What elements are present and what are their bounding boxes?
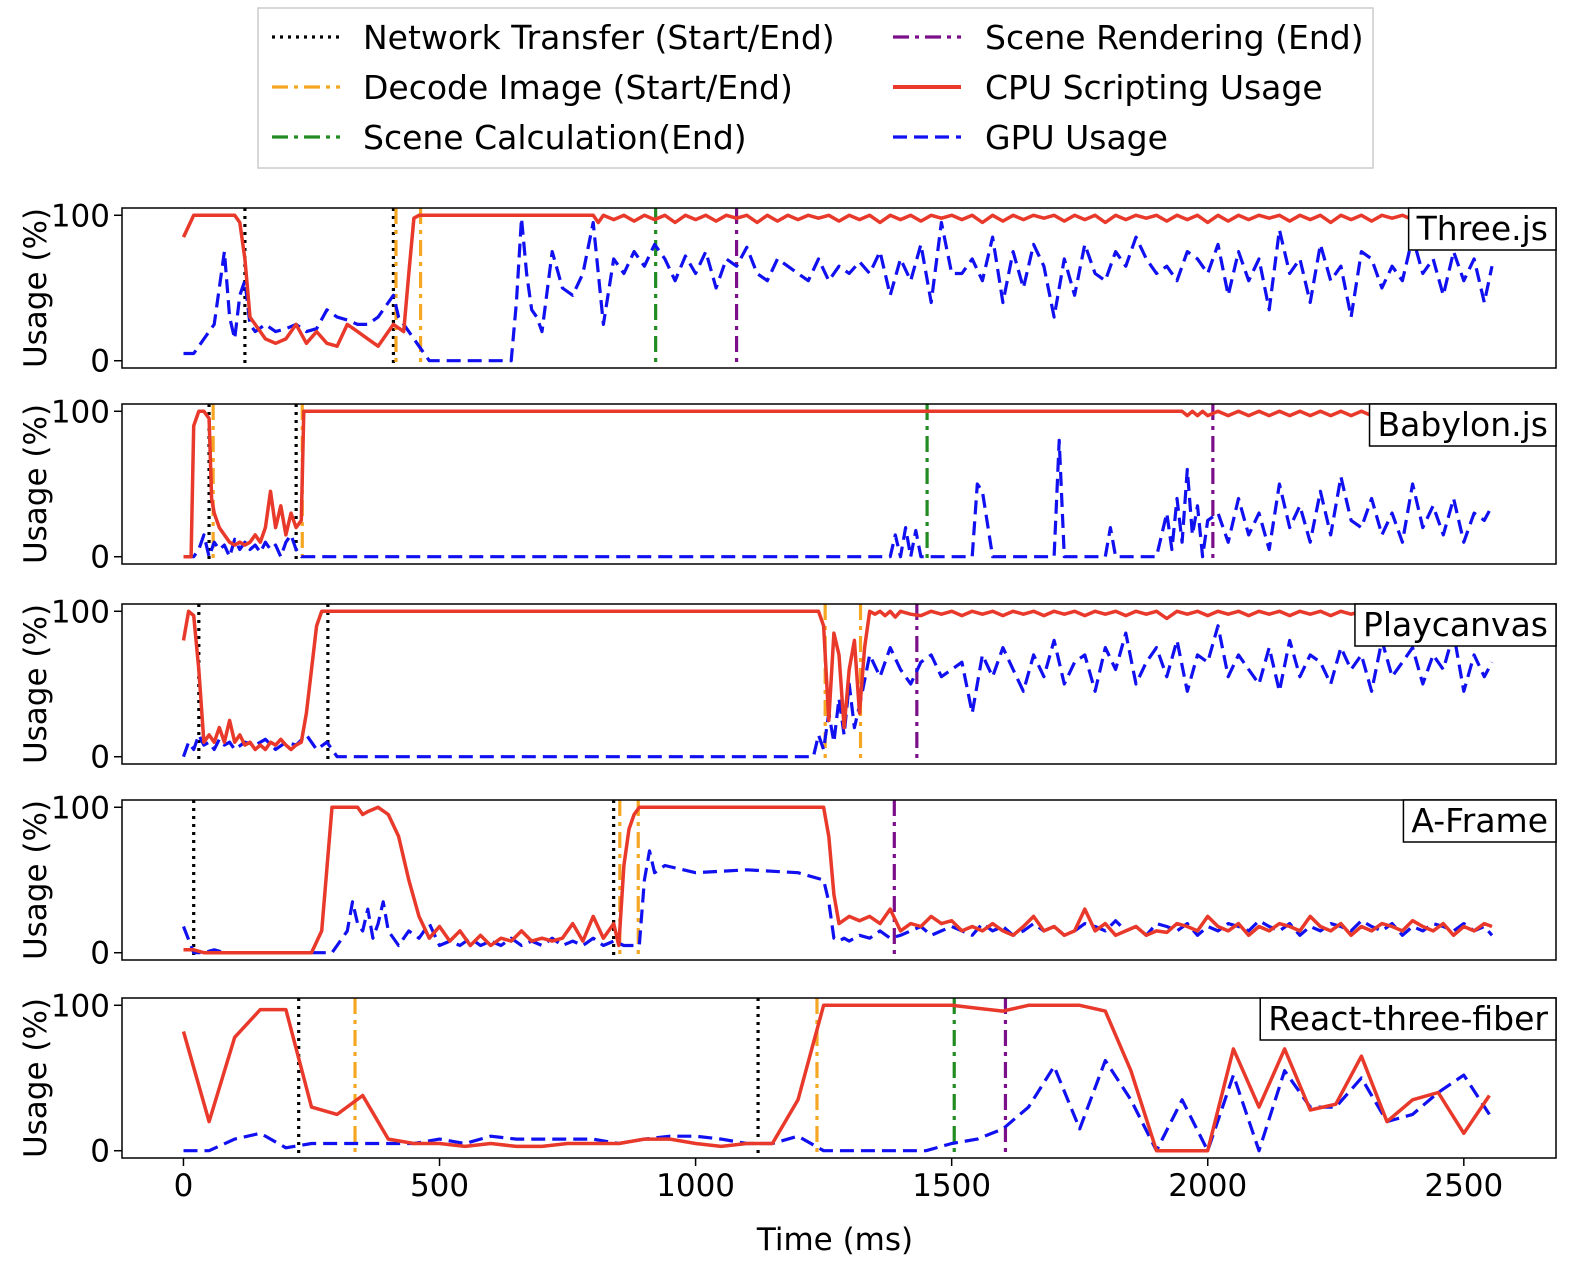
y-tick-label-playcanvas-100: 100	[51, 594, 110, 630]
legend: Network Transfer (Start/End) Decode Image…	[257, 7, 1374, 169]
legend-label-decode: Decode Image (Start/End)	[363, 68, 793, 107]
y-axis-label-three-js: Usage (%)	[18, 208, 54, 368]
series-gpu-three-js	[183, 216, 1494, 363]
plot-area-a-frame	[182, 800, 1494, 960]
panel-title-a-frame: A-Frame	[1411, 801, 1548, 840]
panel-title-box-three-js	[1407, 207, 1557, 251]
y-tick-label-babylon-js-100: 100	[51, 394, 110, 430]
y-tick-label-babylon-js-0: 0	[90, 540, 110, 576]
panel-title-three-js: Three.js	[1416, 209, 1548, 248]
panel-title-box-playcanvas	[1354, 603, 1557, 647]
series-cpu-a-frame	[183, 805, 1493, 955]
panel-frame-three-js	[121, 207, 1557, 369]
series-gpu-playcanvas	[181, 624, 1494, 759]
x-tick-label-1000: 1000	[656, 1168, 735, 1204]
plot-area-three-js	[181, 208, 1494, 368]
legend-label-network: Network Transfer (Start/End)	[363, 18, 835, 57]
series-cpu-react-three-fiber	[181, 1003, 1491, 1153]
panel-title-box-a-frame	[1402, 799, 1557, 843]
legend-frame	[257, 7, 1374, 169]
panel-title-playcanvas: Playcanvas	[1363, 605, 1548, 644]
y-axis-label-react-three-fiber: Usage (%)	[18, 998, 54, 1158]
y-tick-label-playcanvas-0: 0	[90, 740, 110, 776]
panel-title-babylon-js: Babylon.js	[1378, 405, 1548, 444]
series-gpu-react-three-fiber	[183, 1058, 1491, 1153]
y-tick-label-three-js-100: 100	[51, 198, 110, 234]
x-tick-label-0: 0	[174, 1168, 194, 1204]
x-tick-label-2500: 2500	[1424, 1168, 1503, 1204]
plot-area-react-three-fiber	[181, 998, 1491, 1158]
panel-title-box-react-three-fiber	[1259, 997, 1557, 1041]
panel-frame-babylon-js	[121, 403, 1557, 565]
x-axis-label: Time (ms)	[756, 1222, 913, 1258]
y-axis-label-playcanvas: Usage (%)	[18, 604, 54, 764]
x-tick-label-1500: 1500	[912, 1168, 991, 1204]
series-gpu-babylon-js	[183, 438, 1494, 559]
y-tick-label-a-frame-100: 100	[51, 790, 110, 826]
series-gpu-a-frame	[182, 849, 1494, 955]
series-cpu-three-js	[181, 213, 1494, 348]
x-tick-label-2000: 2000	[1168, 1168, 1247, 1204]
y-axis-label-a-frame: Usage (%)	[18, 800, 54, 960]
panel-frame-react-three-fiber	[121, 997, 1557, 1159]
legend-label-gpu: GPU Usage	[985, 118, 1168, 157]
series-cpu-playcanvas	[181, 609, 1493, 752]
panel-frame-a-frame	[121, 799, 1557, 961]
plot-area-babylon-js	[183, 404, 1494, 564]
panel-frame-playcanvas	[121, 603, 1557, 765]
legend-label-render: Scene Rendering (End)	[985, 18, 1364, 57]
x-tick-label-500: 500	[410, 1168, 469, 1204]
y-tick-label-three-js-0: 0	[90, 344, 110, 380]
series-cpu-babylon-js	[183, 409, 1493, 559]
y-tick-label-react-three-fiber-100: 100	[51, 988, 110, 1024]
legend-label-cpu: CPU Scripting Usage	[985, 68, 1323, 107]
legend-label-calc: Scene Calculation(End)	[363, 118, 747, 157]
y-tick-label-a-frame-0: 0	[90, 936, 110, 972]
panel-title-react-three-fiber: React-three-fiber	[1268, 999, 1548, 1038]
panel-title-box-babylon-js	[1368, 403, 1557, 447]
y-axis-label-babylon-js: Usage (%)	[18, 404, 54, 564]
y-tick-label-react-three-fiber-0: 0	[90, 1134, 110, 1170]
plot-area-playcanvas	[181, 604, 1494, 764]
